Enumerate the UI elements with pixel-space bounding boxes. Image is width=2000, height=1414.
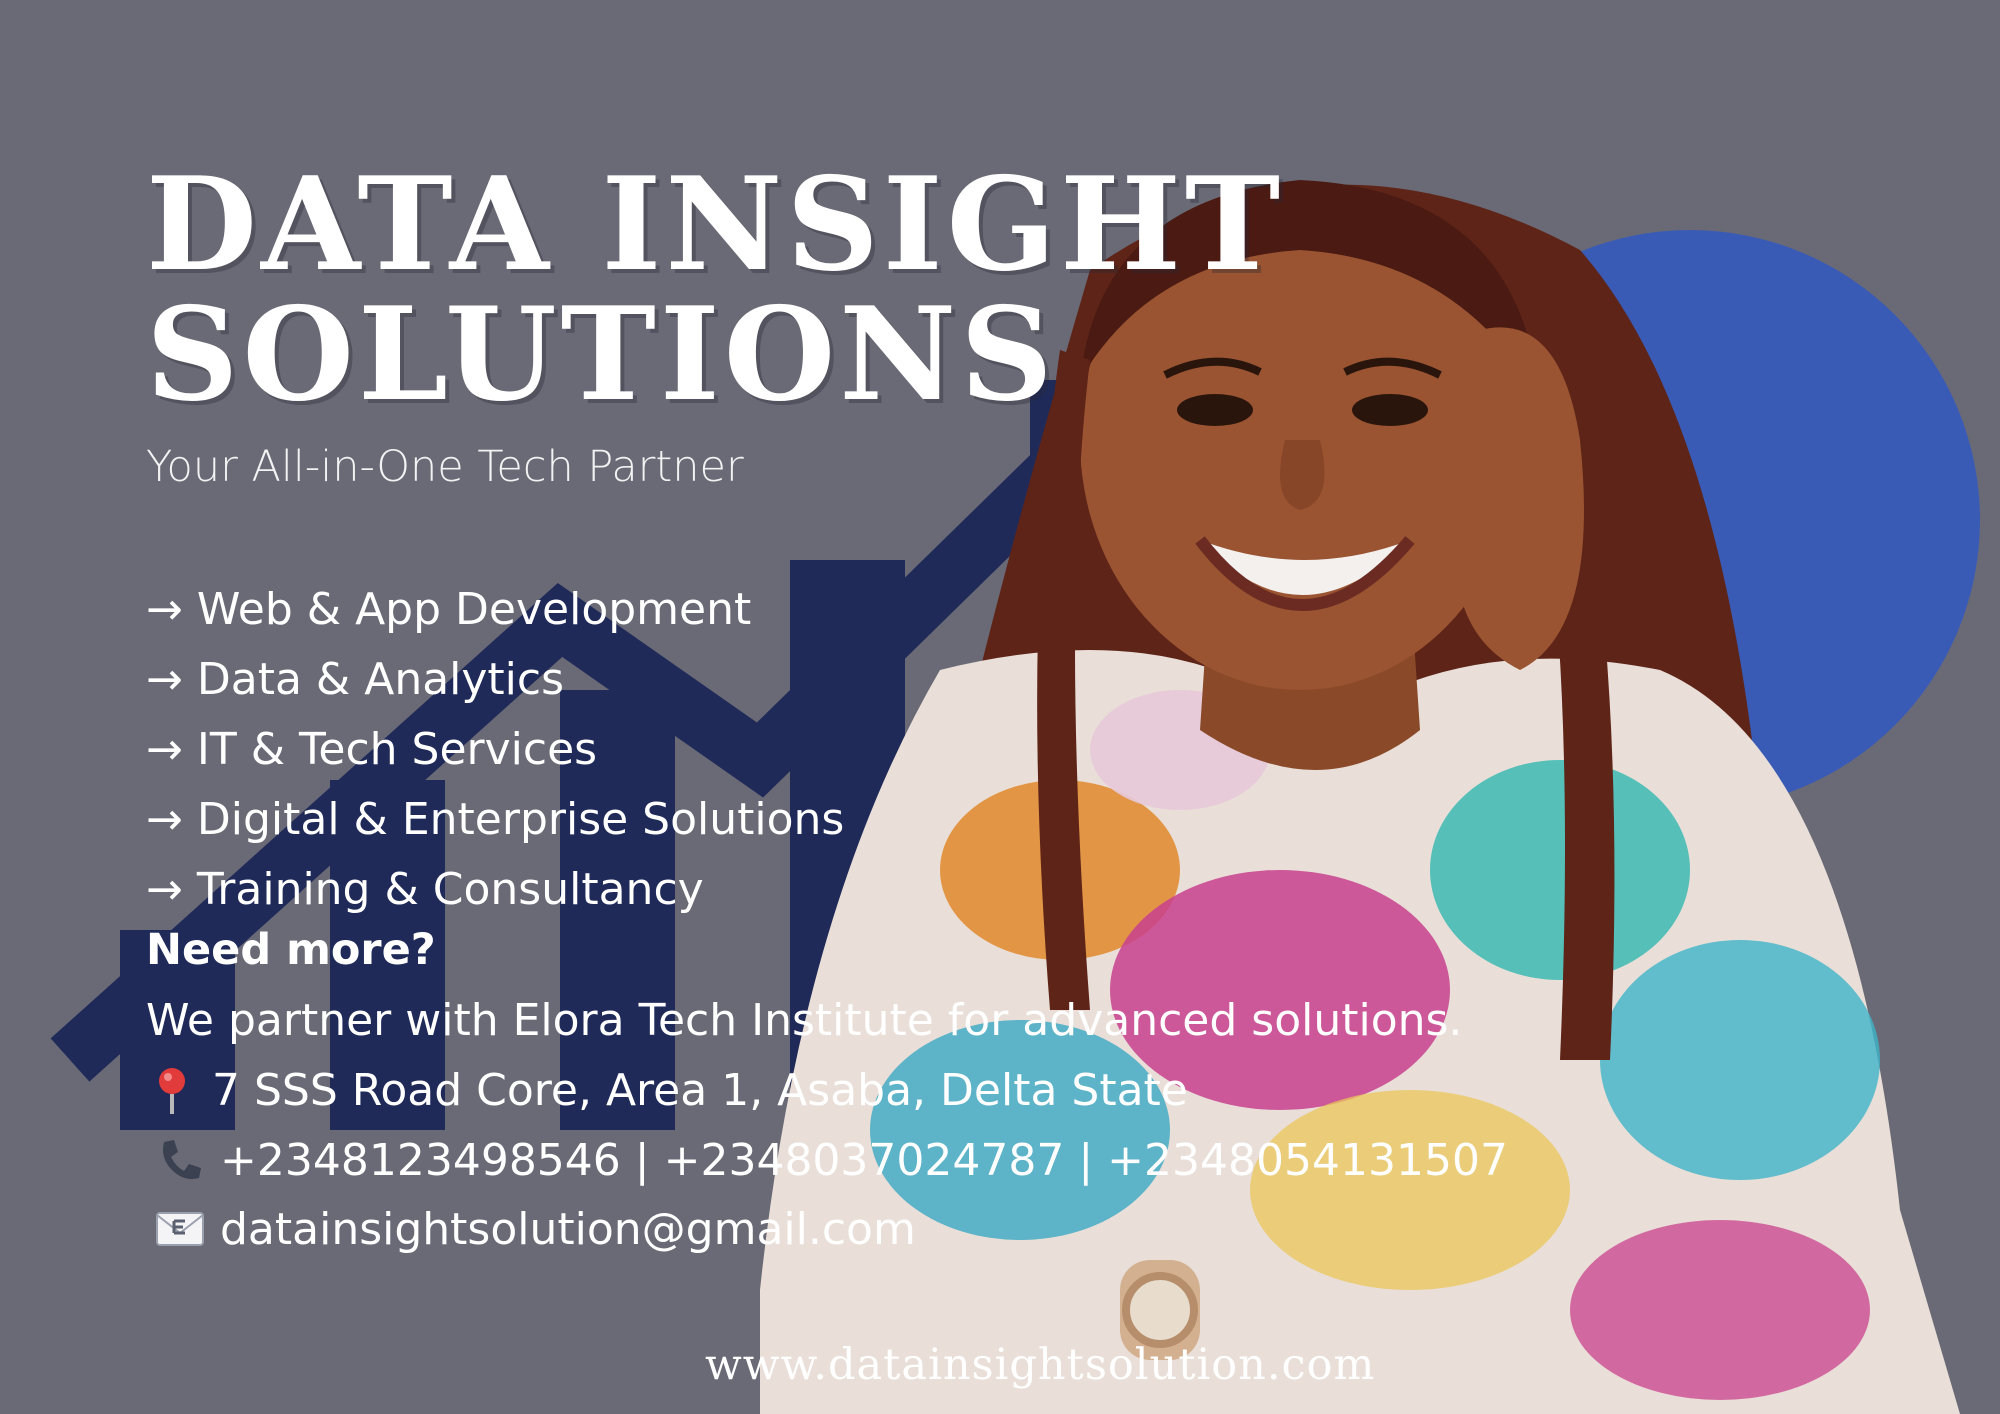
arrow-right-icon: → (146, 794, 183, 845)
logo-bar-2 (330, 780, 445, 1130)
brand-title-line-2: SOLUTIONS (146, 280, 1057, 430)
service-item: → Data & Analytics (146, 645, 844, 715)
arrow-right-icon: → (146, 724, 183, 775)
address-text: 7 SSS Road Core, Area 1, Asaba, Delta St… (212, 1064, 1188, 1116)
arrow-right-icon: → (146, 654, 183, 705)
service-item: → IT & Tech Services (146, 715, 844, 785)
service-label: Training & Consultancy (196, 864, 704, 915)
service-item: → Digital & Enterprise Solutions (146, 785, 844, 855)
phone-row: +2348123498546 | +2348037024787 | +23480… (154, 1134, 1508, 1186)
email-link[interactable]: datainsightsolution@gmail.com (220, 1203, 916, 1255)
brand-title: DATA INSIGHT SOLUTIONS (146, 160, 1284, 420)
email-row: datainsightsolution@gmail.com (154, 1203, 916, 1255)
address-row: 7 SSS Road Core, Area 1, Asaba, Delta St… (146, 1064, 1188, 1116)
service-item: → Web & App Development (146, 575, 844, 645)
services-list: → Web & App Development → Data & Analytics… (146, 575, 844, 925)
brand-tagline: Your All-in-One Tech Partner (146, 442, 744, 492)
service-label: Web & App Development (196, 584, 752, 635)
service-item: → Training & Consultancy (146, 855, 844, 925)
website-link[interactable]: www.datainsightsolution.com (705, 1340, 1376, 1390)
phone-icon (163, 1140, 201, 1179)
service-label: Data & Analytics (196, 654, 565, 705)
logo-bar-3 (560, 690, 675, 1130)
portrait-photo (760, 180, 1960, 1414)
partner-text: We partner with Elora Tech Institute for… (146, 995, 1463, 1046)
brand-title-line-1: DATA INSIGHT (146, 150, 1285, 300)
phone-numbers[interactable]: +2348123498546 | +2348037024787 | +23480… (220, 1134, 1508, 1186)
service-label: Digital & Enterprise Solutions (196, 794, 845, 845)
logo-bar-1 (120, 930, 235, 1130)
service-label: IT & Tech Services (196, 724, 598, 775)
arrow-right-icon: → (146, 584, 183, 635)
need-more-heading: Need more? (146, 925, 436, 975)
pin-icon (159, 1068, 185, 1114)
arrow-right-icon: → (146, 864, 183, 915)
envelope-icon (156, 1212, 204, 1246)
